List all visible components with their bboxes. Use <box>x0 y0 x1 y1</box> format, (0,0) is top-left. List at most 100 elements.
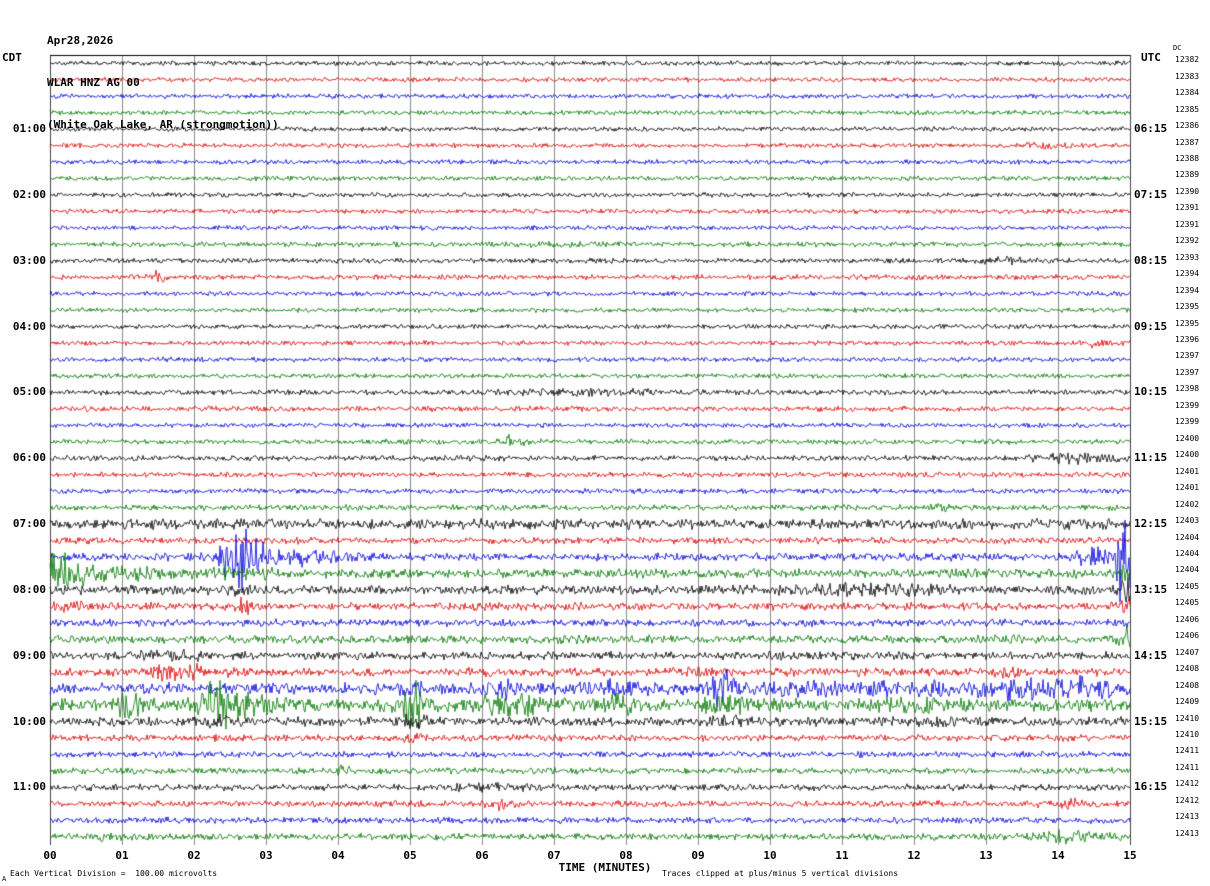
trace-seq-label: 12411 <box>1175 763 1200 772</box>
cdt-hour-label: 08:00 <box>12 583 46 596</box>
cdt-hour-label: 10:00 <box>12 715 46 728</box>
x-tick-label: 08 <box>619 849 633 862</box>
trace-seq-label: 12396 <box>1175 335 1200 344</box>
trace-seq-label: 12404 <box>1175 533 1200 542</box>
trace-seq-label: 12393 <box>1175 253 1200 262</box>
trace-seq-label: 12402 <box>1175 500 1200 509</box>
plot-header: Apr28,2026 WLAR HNZ AG 00 (White Oak Lak… <box>47 6 279 160</box>
trace-seq-label: 12383 <box>1175 72 1200 81</box>
x-tick-label: 09 <box>691 849 705 862</box>
trace-seq-label: 12405 <box>1175 598 1200 607</box>
trace-seq-label: 12386 <box>1175 121 1200 130</box>
x-tick-label: 10 <box>763 849 777 862</box>
x-tick-label: 01 <box>115 849 129 862</box>
x-tick-label: 12 <box>907 849 921 862</box>
trace-seq-label: 12403 <box>1175 516 1200 525</box>
trace-seq-label: 12399 <box>1175 417 1200 426</box>
trace-seq-label: 12397 <box>1175 368 1200 377</box>
cdt-hour-label: 03:00 <box>12 254 46 267</box>
x-tick-label: 00 <box>43 849 57 862</box>
trace-seq-label: 12404 <box>1175 565 1200 574</box>
trace-seq-label: 12388 <box>1175 154 1200 163</box>
utc-hour-label: 16:15 <box>1134 780 1168 793</box>
trace-seq-label: 12411 <box>1175 746 1200 755</box>
trace-seq-label: 12384 <box>1175 88 1200 97</box>
x-tick-label: 15 <box>1123 849 1137 862</box>
utc-hour-label: 06:15 <box>1134 122 1168 135</box>
header-station: WLAR HNZ AG 00 <box>47 76 140 89</box>
cdt-hour-label: 07:00 <box>12 517 46 530</box>
trace-seq-label: 12410 <box>1175 730 1200 739</box>
trace-seq-label: 12407 <box>1175 648 1200 657</box>
x-tick-label: 14 <box>1051 849 1065 862</box>
trace-seq-label: 12409 <box>1175 697 1200 706</box>
cdt-hour-label: 04:00 <box>12 320 46 333</box>
utc-hour-label: 10:15 <box>1134 385 1168 398</box>
trace-seq-label: 12395 <box>1175 319 1200 328</box>
cdt-hour-label: 06:00 <box>12 451 46 464</box>
trace-seq-label: 12399 <box>1175 401 1200 410</box>
left-timezone-label: CDT <box>2 51 22 64</box>
trace-seq-label: 12401 <box>1175 467 1200 476</box>
trace-seq-label: 12390 <box>1175 187 1200 196</box>
trace-seq-label: 12401 <box>1175 483 1200 492</box>
trace-seq-label: 12391 <box>1175 220 1200 229</box>
x-tick-label: 05 <box>403 849 417 862</box>
trace-seq-label: 12394 <box>1175 269 1200 278</box>
x-tick-label: 02 <box>187 849 201 862</box>
sequence-column-header: DC <box>1173 44 1182 52</box>
trace-seq-label: 12389 <box>1175 170 1200 179</box>
trace-seq-label: 12413 <box>1175 829 1200 838</box>
trace-seq-label: 12387 <box>1175 138 1200 147</box>
trace-seq-label: 12400 <box>1175 450 1200 459</box>
trace-seq-label: 12394 <box>1175 286 1200 295</box>
cdt-hour-label: 02:00 <box>12 188 46 201</box>
utc-hour-label: 13:15 <box>1134 583 1168 596</box>
trace-seq-label: 12392 <box>1175 236 1200 245</box>
x-axis-label: TIME (MINUTES) <box>558 861 652 874</box>
trace-seq-label: 12397 <box>1175 351 1200 360</box>
trace-seq-label: 12412 <box>1175 796 1200 805</box>
trace-seq-label: 12405 <box>1175 582 1200 591</box>
trace-seq-label: 12385 <box>1175 105 1200 114</box>
trace-seq-label: 12406 <box>1175 615 1200 624</box>
trace-seq-label: 12406 <box>1175 631 1200 640</box>
utc-hour-label: 12:15 <box>1134 517 1168 530</box>
trace-seq-label: 12404 <box>1175 549 1200 558</box>
utc-hour-label: 15:15 <box>1134 715 1168 728</box>
trace-seq-label: 12391 <box>1175 203 1200 212</box>
trace-seq-label: 12395 <box>1175 302 1200 311</box>
utc-hour-label: 07:15 <box>1134 188 1168 201</box>
x-tick-label: 06 <box>475 849 489 862</box>
trace-seq-label: 12410 <box>1175 714 1200 723</box>
utc-hour-label: 11:15 <box>1134 451 1168 464</box>
utc-hour-label: 14:15 <box>1134 649 1168 662</box>
trace-seq-label: 12412 <box>1175 779 1200 788</box>
header-date: Apr28,2026 <box>47 34 114 47</box>
trace-seq-label: 12408 <box>1175 664 1200 673</box>
cdt-hour-label: 09:00 <box>12 649 46 662</box>
right-timezone-label: UTC <box>1141 51 1161 64</box>
trace-seq-label: 12408 <box>1175 681 1200 690</box>
header-location: (White Oak Lake, AR (strongmotion)) <box>47 118 279 131</box>
cdt-hour-label: 01:00 <box>12 122 46 135</box>
x-tick-label: 11 <box>835 849 849 862</box>
cdt-hour-label: 11:00 <box>12 780 46 793</box>
trace-seq-label: 12413 <box>1175 812 1200 821</box>
x-tick-label: 04 <box>331 849 345 862</box>
trace-seq-label: 12400 <box>1175 434 1200 443</box>
footer-clip-note: Traces clipped at plus/minus 5 vertical … <box>662 869 899 878</box>
x-tick-label: 03 <box>259 849 273 862</box>
x-tick-label: 13 <box>979 849 993 862</box>
trace-seq-label: 12382 <box>1175 55 1200 64</box>
cdt-hour-label: 05:00 <box>12 385 46 398</box>
utc-hour-label: 09:15 <box>1134 320 1168 333</box>
x-tick-label: 07 <box>547 849 561 862</box>
footer-scale-note: Each Vertical Division = 100.00 microvol… <box>10 869 218 878</box>
trace-seq-label: 12398 <box>1175 384 1200 393</box>
corner-mark: A <box>2 875 7 883</box>
utc-hour-label: 08:15 <box>1134 254 1168 267</box>
